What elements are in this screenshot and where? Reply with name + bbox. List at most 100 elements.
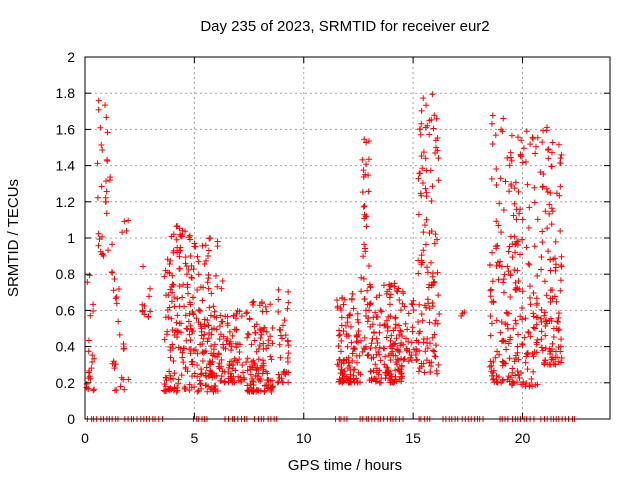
data-point	[229, 332, 236, 339]
data-point	[518, 153, 525, 160]
data-point	[360, 345, 367, 352]
data-point	[430, 125, 437, 132]
data-point	[423, 193, 430, 200]
data-point	[347, 366, 354, 373]
data-point	[107, 174, 114, 181]
data-point	[421, 222, 428, 229]
data-point	[179, 294, 186, 301]
data-point	[236, 349, 243, 356]
data-point	[194, 373, 201, 380]
data-point	[552, 361, 559, 368]
data-point	[226, 341, 233, 348]
data-point	[516, 210, 523, 217]
data-point	[196, 307, 203, 314]
data-point	[550, 333, 557, 340]
data-point	[226, 328, 233, 335]
data-point	[415, 339, 422, 346]
data-point	[534, 134, 541, 141]
data-point	[420, 247, 427, 254]
data-point	[168, 233, 175, 240]
data-point	[526, 261, 533, 268]
data-point	[402, 335, 409, 342]
data-point	[95, 97, 102, 104]
data-point	[519, 342, 526, 349]
data-point	[239, 361, 246, 368]
data-point	[168, 386, 175, 393]
data-point	[365, 262, 372, 269]
data-point	[557, 287, 564, 294]
data-point	[487, 332, 494, 339]
data-point	[238, 377, 245, 384]
data-point	[140, 263, 147, 270]
data-point	[355, 319, 362, 326]
y-tick-labels: 0 0.2 0.4 0.6 0.8 1 1.2 1.4 1.6 1.8 2	[56, 49, 76, 427]
data-point	[500, 337, 507, 344]
data-point	[514, 349, 521, 356]
data-point	[344, 343, 351, 350]
data-point	[436, 311, 443, 318]
data-point	[550, 325, 557, 332]
data-point	[397, 327, 404, 334]
data-point	[427, 369, 434, 376]
data-point	[508, 157, 515, 164]
data-point	[248, 341, 255, 348]
data-point	[256, 326, 263, 333]
data-point	[206, 304, 213, 311]
data-point	[268, 384, 275, 391]
data-point	[376, 329, 383, 336]
data-point	[336, 331, 343, 338]
data-point	[233, 310, 240, 317]
data-point	[255, 345, 262, 352]
data-point	[369, 321, 376, 328]
data-point	[180, 345, 187, 352]
data-point	[338, 307, 345, 314]
data-point	[367, 368, 374, 375]
data-point	[368, 340, 375, 347]
data-point	[121, 345, 128, 352]
data-point	[361, 241, 368, 248]
data-point	[214, 283, 221, 290]
data-point	[537, 315, 544, 322]
data-point	[188, 274, 195, 281]
data-point	[372, 309, 379, 316]
data-point	[183, 325, 190, 332]
data-point	[103, 198, 110, 205]
data-point	[218, 356, 225, 363]
data-point	[557, 228, 564, 235]
data-point	[259, 308, 266, 315]
data-point	[264, 385, 271, 392]
data-point	[523, 380, 530, 387]
data-point	[192, 346, 199, 353]
y-tick-label: 0.2	[56, 375, 76, 391]
data-point	[426, 117, 433, 124]
data-point	[360, 253, 367, 260]
data-point	[524, 181, 531, 188]
data-point	[350, 305, 357, 312]
data-point	[432, 353, 439, 360]
data-point	[255, 356, 262, 363]
data-point	[375, 348, 382, 355]
data-point	[432, 144, 439, 151]
data-point	[285, 369, 292, 376]
data-point	[541, 309, 548, 316]
data-point	[509, 369, 516, 376]
data-point	[194, 287, 201, 294]
data-point	[376, 321, 383, 328]
data-point	[111, 276, 118, 283]
data-point	[139, 308, 146, 315]
data-point	[191, 240, 198, 247]
data-point	[212, 272, 219, 279]
data-point	[268, 356, 275, 363]
data-point	[285, 350, 292, 357]
data-point	[179, 349, 186, 356]
data-point	[338, 294, 345, 301]
data-point	[544, 146, 551, 153]
data-point	[389, 348, 396, 355]
data-point	[349, 357, 356, 364]
data-point	[509, 378, 516, 385]
data-point	[94, 160, 101, 167]
data-point	[552, 238, 559, 245]
data-point	[89, 358, 96, 365]
data-point	[510, 325, 517, 332]
